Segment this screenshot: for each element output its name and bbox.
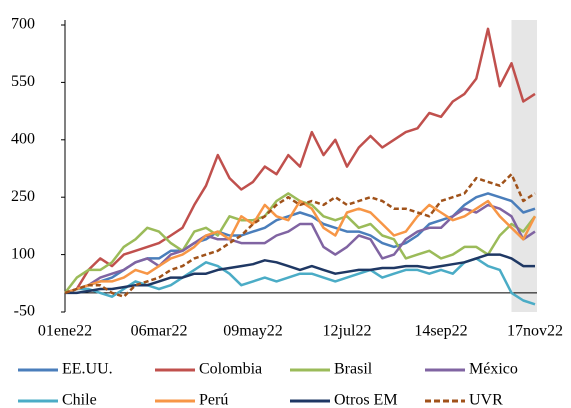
y-tick-label: -50 — [14, 303, 35, 320]
legend-label: EE.UU. — [62, 361, 113, 378]
highlight-band — [511, 20, 537, 312]
x-tick-label: 12jul22 — [323, 323, 372, 340]
x-tick-label: 14sep22 — [414, 323, 467, 340]
legend-label: Chile — [62, 392, 97, 408]
series-line — [64, 172, 536, 298]
y-tick-label: 700 — [11, 16, 35, 33]
series-line — [64, 203, 536, 295]
legend-label: Perú — [199, 392, 228, 408]
series-line — [64, 199, 537, 295]
x-tick-label: 01ene22 — [38, 323, 92, 340]
y-tick-label: 400 — [11, 130, 35, 147]
y-tick-label: 550 — [11, 73, 35, 90]
legend-label: Otros EM — [334, 392, 398, 408]
legend-label: Colombia — [199, 361, 262, 378]
y-tick-label: 250 — [11, 188, 35, 205]
x-tick-label: 06mar22 — [131, 323, 188, 340]
x-tick-label: 09may22 — [223, 323, 283, 340]
series-line — [65, 253, 535, 295]
x-tick-label: 17nov22 — [507, 323, 563, 340]
legend-label: Brasil — [334, 361, 373, 378]
series-line — [64, 257, 536, 306]
y-tick-label: 100 — [11, 245, 35, 262]
legend-label: México — [469, 361, 518, 378]
legend-label: UVR — [469, 392, 503, 408]
series-line — [64, 27, 536, 295]
